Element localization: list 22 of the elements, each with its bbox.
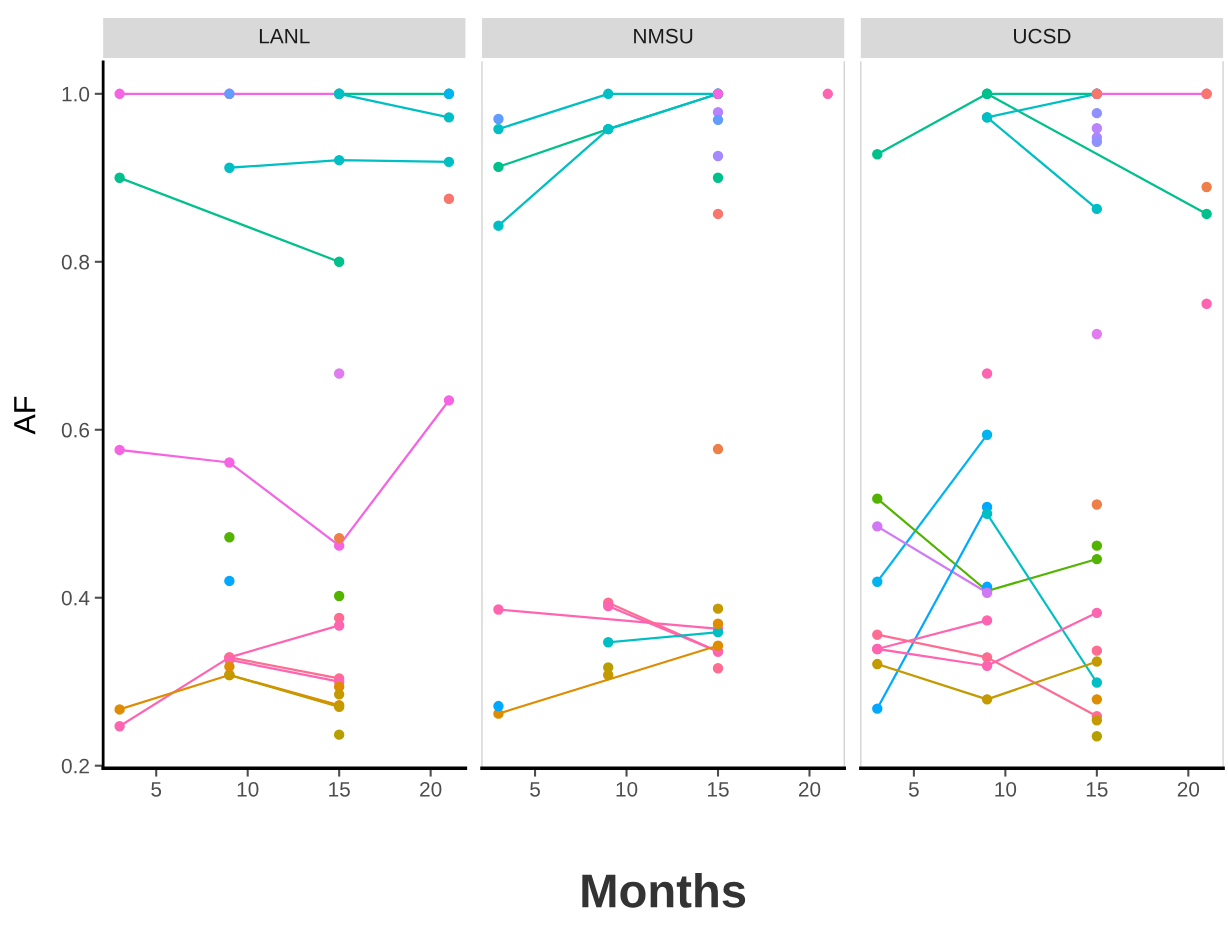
y-axis-title: AF xyxy=(14,396,36,435)
chart-title: NMSU xyxy=(634,28,693,44)
x-tick-label: 20 xyxy=(1177,781,1200,797)
x-tick-label: 5 xyxy=(908,782,919,797)
x-tick-label: 15 xyxy=(329,782,350,797)
x-tick-label: 5 xyxy=(151,782,162,797)
y-tick-label: 0.4 xyxy=(61,590,90,606)
x-tick-label: 20 xyxy=(798,781,821,797)
y-tick-label: 1.0 xyxy=(62,86,90,102)
x-tick-label: 10 xyxy=(995,781,1017,797)
x-tick-label: 10 xyxy=(237,781,259,797)
y-tick-label: 0.6 xyxy=(61,422,90,438)
chart-title: UCSD xyxy=(1014,28,1071,44)
x-tick-label: 10 xyxy=(616,781,638,797)
x-tick-label: 15 xyxy=(708,782,729,797)
x-tick-label: 20 xyxy=(420,781,442,797)
x-tick-label: 15 xyxy=(1086,782,1108,797)
x-tick-label: 5 xyxy=(530,782,540,797)
y-tick-label: 0.8 xyxy=(61,254,90,270)
chart-title: LANL xyxy=(259,28,310,44)
x-axis-title: Months xyxy=(582,873,746,908)
y-tick-label: 0.2 xyxy=(61,758,89,774)
